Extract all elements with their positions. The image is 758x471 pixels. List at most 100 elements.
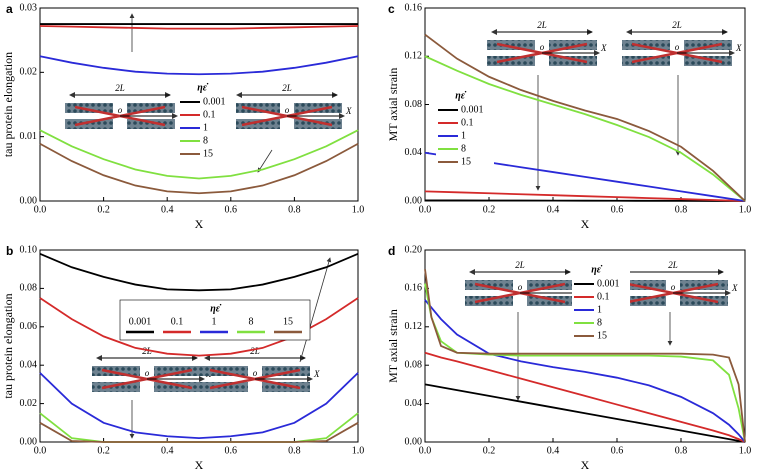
legend-label: 0.001 [203,96,226,107]
x-tick-label: 0.0 [419,204,432,215]
data-line [424,351,746,443]
microtubule [622,40,670,50]
data-line [424,283,746,443]
legend-title: ηε̇ [197,82,209,93]
inset-label: 2L [537,20,547,30]
y-tick-label: 0.06 [20,321,38,332]
y-tick-label: 0.00 [405,195,423,206]
microtubule [465,296,513,306]
legend-label: 8 [249,316,254,327]
legend-label: 0.1 [171,316,184,327]
panel-label: c [388,2,395,16]
microtubule [684,56,732,66]
microtubule [527,280,575,290]
data-line [39,422,359,443]
x-axis-label: X [581,217,590,231]
panel-label: d [388,244,395,258]
microtubule [154,366,202,376]
data-line [424,55,746,202]
microtubule [549,40,597,50]
legend-label: 8 [461,143,466,154]
plot-frame [424,249,746,443]
x-tick-label: 0.6 [611,445,624,456]
microtubule [680,296,728,306]
inset-label: X [345,106,352,116]
y-tick-label: 0.08 [20,283,38,294]
x-tick-label: 0.8 [288,445,301,456]
data-line [424,269,746,443]
inset-label: 2L [672,20,682,30]
microtubule [92,382,140,392]
y-tick-label: 0.04 [20,359,38,370]
legend-title: ηε̇ [210,303,222,314]
legend-label: 15 [597,330,607,341]
legend-label: 15 [461,156,471,167]
x-tick-label: 0.8 [675,445,688,456]
x-tick-label: 0.2 [483,445,496,456]
x-axis-label: X [195,458,204,471]
y-tick-label: 0.01 [20,131,38,142]
inset-label: o [145,368,150,378]
microtubule [262,366,310,376]
inset-label: o [285,105,290,115]
x-tick-label: 0.8 [675,204,688,215]
y-tick-label: 0.02 [20,67,38,78]
data-line [424,383,746,443]
data-line [424,299,746,443]
microtubule [294,103,342,113]
pointer-arrow [299,257,332,363]
microtubule [487,40,535,50]
microtubule [127,119,175,129]
y-tick-label: 0.04 [405,398,423,409]
inset-label: o [518,282,523,292]
inset-label: X [600,43,607,53]
panel-label: a [6,2,13,16]
x-tick-label: 0.0 [419,445,432,456]
microtubule [127,103,175,113]
y-tick-label: 0.04 [405,147,423,158]
y-tick-label: 0.02 [20,398,38,409]
microtubule [200,366,248,376]
legend-label: 0.001 [597,278,620,289]
legend-box [178,80,236,164]
legend-box [119,299,311,341]
plot-frame [39,7,359,202]
x-tick-label: 0.4 [161,445,174,456]
legend-label: 0.1 [597,291,610,302]
y-tick-label: 0.12 [405,51,423,62]
y-axis-label: tau protein elongation [1,52,15,157]
legend-box [572,262,630,346]
legend-label: 1 [461,130,466,141]
y-tick-label: 0.00 [20,195,38,206]
x-axis-label: X [195,217,204,231]
x-tick-label: 0.2 [97,204,110,215]
microtubule [294,119,342,129]
x-tick-label: 0.2 [97,445,110,456]
legend-title: ηε̇ [455,90,467,101]
x-tick-label: 0.4 [161,204,174,215]
legend-label: 8 [203,135,208,146]
x-tick-label: 1.0 [739,445,752,456]
microtubule [200,382,248,392]
data-line [39,372,359,440]
legend-label: 15 [203,148,213,159]
microtubule [465,280,513,290]
y-axis-label: MT axial strain [386,68,400,142]
microtubule [680,280,728,290]
microtubule [65,119,113,129]
x-tick-label: 0.2 [483,204,496,215]
x-tick-label: 0.6 [225,204,238,215]
y-tick-label: 0.12 [405,321,423,332]
y-tick-label: 0.16 [405,2,423,13]
legend-label: 8 [597,317,602,328]
legend-label: 15 [283,316,293,327]
legend-label: 1 [203,122,208,133]
microtubule [262,382,310,392]
inset-label: o [671,282,676,292]
inset-label: o [118,105,123,115]
